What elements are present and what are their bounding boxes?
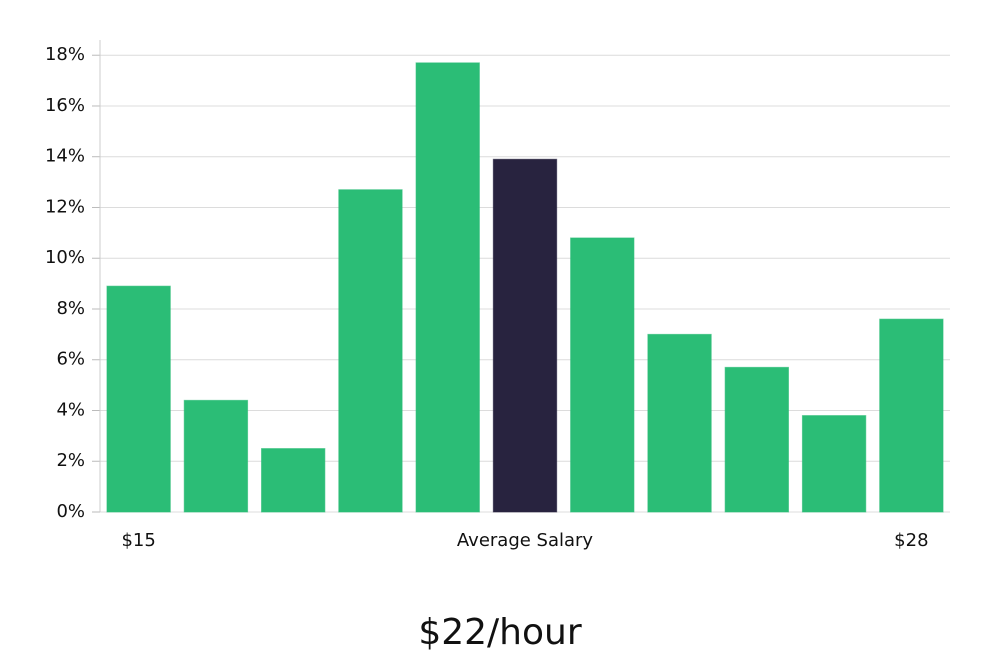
bar	[415, 62, 480, 513]
x-tick-label: $15	[121, 530, 155, 551]
x-tick-label: Average Salary	[457, 530, 594, 551]
bar	[261, 448, 326, 513]
y-tick-label: 18%	[45, 44, 85, 65]
bar	[570, 237, 635, 513]
x-tick-label: $28	[894, 530, 928, 551]
bar	[106, 285, 171, 513]
y-tick-label: 8%	[56, 298, 85, 319]
y-tick-label: 0%	[56, 501, 85, 522]
y-tick-label: 6%	[56, 349, 85, 370]
bar	[183, 399, 249, 513]
y-tick-label: 16%	[45, 95, 85, 116]
y-tick-label: 10%	[45, 247, 85, 268]
y-tick-label: 4%	[56, 399, 85, 420]
bar	[338, 189, 403, 513]
chart-caption: $22/hour	[418, 612, 582, 653]
y-tick-label: 14%	[45, 146, 85, 167]
bar	[879, 318, 944, 513]
bar	[647, 333, 712, 513]
y-tick-label: 2%	[56, 450, 85, 471]
bar	[724, 366, 789, 513]
y-tick-label: 12%	[45, 196, 85, 217]
bar	[492, 158, 558, 513]
bar	[801, 415, 867, 513]
